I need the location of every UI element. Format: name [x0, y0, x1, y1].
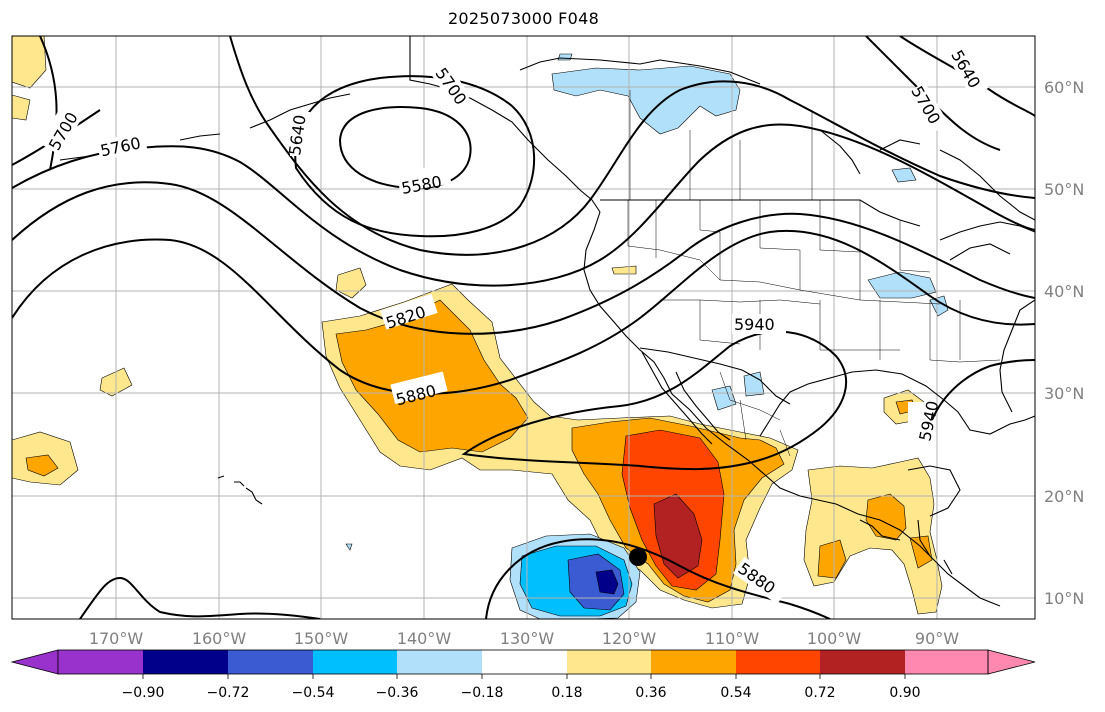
colorbar-ticks	[142, 674, 906, 679]
lon-label: 130°W	[500, 629, 555, 648]
shade-blue-mex-2	[711, 385, 737, 411]
shade-darkred	[653, 493, 703, 579]
storm-center-dot	[629, 548, 647, 566]
colorbar-bin	[567, 650, 651, 674]
colorbar-extend-left	[10, 649, 59, 675]
lon-label: 100°W	[807, 629, 862, 648]
colorbar-bin	[736, 650, 820, 674]
height-contours	[12, 36, 1035, 619]
lat-label: 60°N	[1044, 78, 1084, 97]
colorbar-tick-label: −0.18	[461, 685, 504, 701]
contour-5880-south	[485, 538, 831, 619]
colorbar-tick-label: −0.72	[207, 685, 250, 701]
colorbar-bin	[313, 650, 397, 674]
shade-blue-hudson	[891, 167, 917, 183]
shade-ca-orange-2	[817, 539, 847, 579]
colorbar-bin	[58, 650, 143, 674]
shade-ca-yellow	[803, 457, 943, 615]
coast-baja	[641, 351, 731, 445]
colorbar-tick-label: −0.90	[122, 685, 165, 701]
contour-bottom-left	[79, 576, 321, 619]
lat-label: 30°N	[1044, 384, 1084, 403]
lon-label: 120°W	[602, 629, 657, 648]
contour-label-5940: 5940	[734, 315, 775, 334]
colorbar-bin	[143, 650, 228, 674]
contour-5760	[12, 123, 1035, 287]
contour-5820	[12, 181, 1035, 335]
shade-blue-dot	[345, 543, 353, 551]
shade-blue-dark-sw	[595, 569, 619, 595]
contour-5880	[12, 229, 1035, 395]
border-us-canada	[600, 199, 921, 227]
gridlines	[12, 36, 1035, 619]
coast-yucatan	[907, 465, 961, 517]
shade-blue-canada-2	[557, 53, 573, 61]
colorbar-tick-label: 0.18	[551, 685, 582, 701]
lon-label: 150°W	[294, 629, 349, 648]
lon-label: 140°W	[397, 629, 452, 648]
colorbar-tick-label: −0.54	[292, 685, 335, 701]
coast-alaska	[409, 36, 601, 213]
coast-gulf	[759, 369, 1035, 437]
lon-label: 170°W	[89, 629, 144, 648]
coast-aleutians	[59, 93, 351, 161]
colorbar-bin	[651, 650, 736, 674]
shade-nw-corner	[12, 36, 47, 89]
shade-blue-mid-sw	[567, 553, 625, 611]
colorbar-bin	[905, 650, 988, 674]
colorbar-tick-label: 0.54	[720, 685, 751, 701]
colorbar-tick-label: 0.72	[804, 685, 835, 701]
lon-label: 110°W	[705, 629, 760, 648]
contour-5940	[461, 330, 847, 471]
colorbar-extend-right	[987, 649, 1036, 675]
shade-blue-mex-1	[743, 371, 765, 397]
shade-nw-corner-2	[12, 94, 31, 121]
colorbar-tick-label: −0.36	[376, 685, 419, 701]
lat-label: 10°N	[1044, 589, 1084, 608]
border-ca	[859, 519, 953, 575]
map-panel: 5700 5760 5640 5700 5580 5640 5700 5820 …	[12, 36, 1035, 619]
coast-east	[999, 299, 1035, 413]
colorbar-bin	[820, 650, 905, 674]
colorbar-bin	[482, 650, 567, 674]
lon-label: 160°W	[192, 629, 247, 648]
lat-label: 40°N	[1044, 282, 1084, 301]
shade-blue-us-2	[929, 295, 949, 317]
lon-label: 90°W	[915, 629, 959, 648]
colorbar: −0.90 −0.72 −0.54 −0.36 −0.18 0.18 0.36 …	[10, 649, 1036, 701]
contour-5940-east	[931, 359, 1035, 421]
contour-5580	[338, 106, 472, 190]
lat-label: 20°N	[1044, 487, 1084, 506]
colorbar-tick-label: 0.36	[635, 685, 666, 701]
colorbar-bin	[397, 650, 482, 674]
map-frame	[11, 35, 1036, 620]
border-us-mexico	[639, 347, 791, 405]
coast-canada-north	[519, 57, 1035, 221]
contour-5640	[294, 75, 536, 238]
shade-ca-orange-3	[909, 535, 933, 569]
colorbar-outline	[57, 649, 989, 675]
shade-blue-canada	[551, 65, 741, 135]
shade-patch-3-core	[25, 454, 59, 477]
latitude-axis: 60°N 50°N 40°N 30°N 20°N 10°N	[1044, 78, 1084, 608]
longitude-axis: 170°W 160°W 150°W 140°W 130°W 120°W 110°…	[89, 629, 959, 648]
coast-hawaii	[217, 475, 263, 505]
lat-label: 50°N	[1044, 180, 1084, 199]
colorbar-tick-label: 0.90	[889, 685, 920, 701]
shade-patch-4	[611, 265, 637, 275]
colorbar-bin	[228, 650, 313, 674]
map-title: 2025073000 F048	[447, 9, 600, 28]
